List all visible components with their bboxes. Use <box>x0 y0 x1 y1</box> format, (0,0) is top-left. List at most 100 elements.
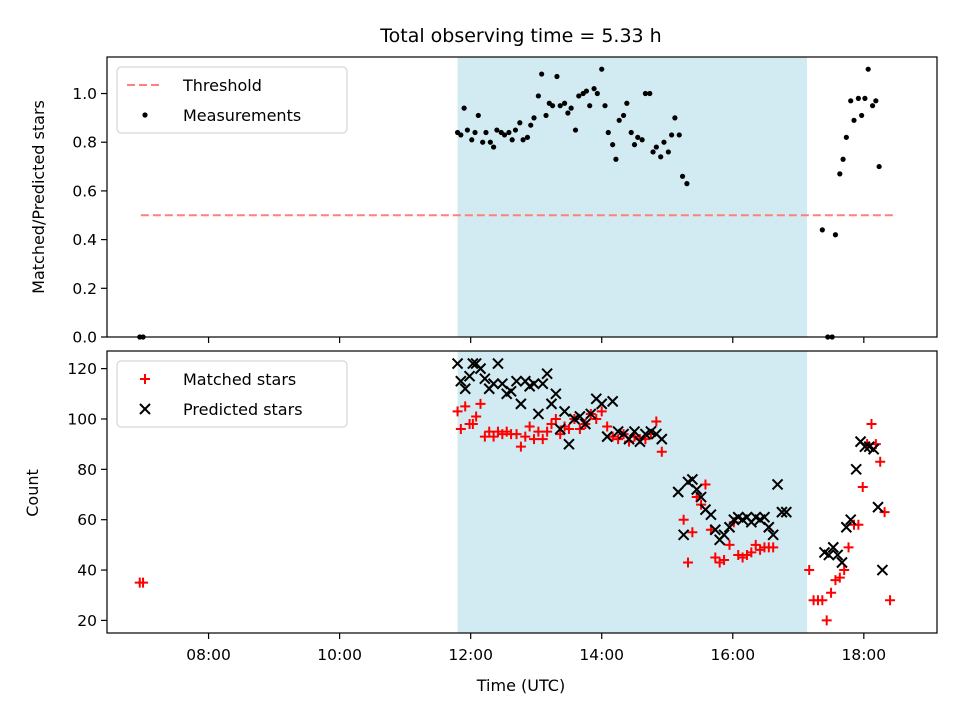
x-axis-label: Time (UTC) <box>476 676 565 695</box>
data-point <box>700 479 711 490</box>
data-point <box>583 88 590 94</box>
data-point <box>533 426 544 437</box>
data-point <box>528 122 534 128</box>
data-point <box>537 434 548 445</box>
data-point <box>568 105 574 111</box>
data-point <box>639 137 645 143</box>
data-point <box>471 411 482 422</box>
legend-box <box>116 66 348 134</box>
data-point <box>865 66 871 72</box>
data-point <box>705 508 717 521</box>
data-point <box>710 552 721 563</box>
data-point <box>831 549 844 561</box>
series-dot <box>137 66 882 340</box>
data-point <box>591 413 602 424</box>
data-point <box>651 416 662 427</box>
data-point <box>771 478 784 491</box>
data-point <box>658 154 664 160</box>
data-point <box>669 132 675 138</box>
data-point <box>528 378 540 390</box>
data-point <box>804 565 815 576</box>
data-point <box>601 430 613 443</box>
data-point <box>480 139 486 145</box>
data-point <box>535 93 541 99</box>
data-point <box>545 398 558 410</box>
data-point <box>605 129 611 136</box>
data-point <box>572 127 579 133</box>
data-point <box>684 181 690 187</box>
data-point <box>451 357 464 370</box>
data-point <box>483 129 489 136</box>
data-point <box>452 406 463 417</box>
data-point <box>848 98 854 104</box>
data-point <box>520 431 531 442</box>
data-point <box>678 514 689 525</box>
data-point <box>549 103 556 109</box>
x-tick-label: 12:00 <box>448 646 493 664</box>
data-point <box>821 615 832 626</box>
plot-frame <box>106 350 938 634</box>
data-point <box>613 434 624 445</box>
series-plus <box>134 398 896 626</box>
data-point <box>691 483 703 496</box>
data-point <box>494 127 500 133</box>
data-point <box>524 134 531 140</box>
data-point <box>845 513 857 526</box>
data-point <box>591 86 597 92</box>
data-point <box>505 385 517 397</box>
data-point <box>768 542 779 553</box>
data-point <box>683 557 693 568</box>
y-tick-label: 0.8 <box>72 134 97 152</box>
data-point <box>843 134 849 140</box>
observing-span <box>457 351 808 633</box>
data-point <box>602 421 613 432</box>
data-point <box>542 426 553 437</box>
data-point <box>839 565 850 576</box>
data-point <box>563 438 575 450</box>
data-point <box>579 418 592 430</box>
data-point <box>656 446 667 457</box>
data-point <box>875 456 886 467</box>
data-point <box>826 587 837 598</box>
data-point <box>555 429 566 440</box>
data-point <box>613 156 619 162</box>
data-point <box>827 541 839 554</box>
data-point <box>515 441 526 452</box>
legend-label: Matched stars <box>183 370 296 389</box>
data-point <box>857 481 868 492</box>
data-point <box>469 137 475 143</box>
legend: Matched stars Predicted stars <box>116 360 348 428</box>
data-point <box>464 127 470 133</box>
data-point <box>851 117 857 123</box>
y-tick-label: 0.0 <box>72 329 97 347</box>
series-x <box>451 357 889 576</box>
y-tick-label: 1.0 <box>72 85 97 103</box>
data-point <box>460 401 471 412</box>
data-point <box>585 408 597 420</box>
data-point <box>869 103 876 109</box>
data-point <box>819 227 825 233</box>
y-tick-label: 20 <box>77 612 97 630</box>
data-point <box>558 405 571 418</box>
data-point <box>550 413 561 424</box>
data-point <box>492 357 504 370</box>
legend-predicted-marker <box>139 403 151 415</box>
data-point <box>758 511 771 523</box>
data-point <box>565 110 571 116</box>
plot-frame <box>106 56 938 338</box>
data-point <box>653 144 659 150</box>
data-point <box>679 173 686 179</box>
data-point <box>546 419 557 430</box>
data-point <box>866 419 877 430</box>
data-point <box>723 521 736 533</box>
data-point <box>531 115 537 121</box>
data-point <box>607 431 618 442</box>
data-point <box>620 112 627 119</box>
x-tick-label: 08:00 <box>186 646 231 664</box>
data-point <box>512 127 519 133</box>
data-point <box>487 139 493 145</box>
data-point <box>650 149 656 155</box>
data-point <box>475 112 481 119</box>
data-point <box>879 507 890 518</box>
data-point <box>474 362 487 375</box>
